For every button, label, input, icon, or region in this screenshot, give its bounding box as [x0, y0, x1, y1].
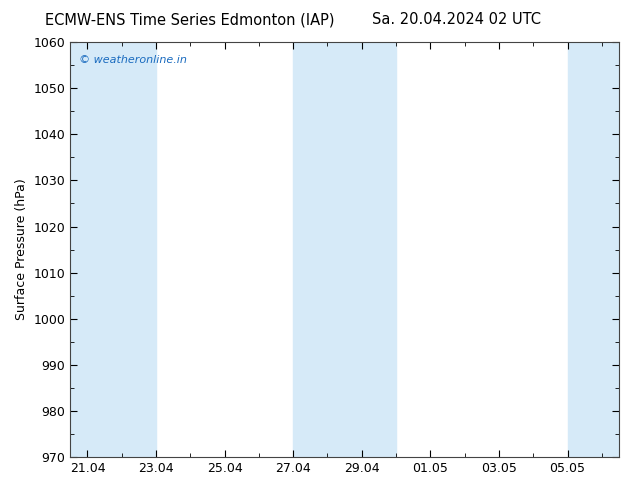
Bar [122, 42, 156, 457]
Bar [567, 42, 619, 457]
Text: © weatheronline.in: © weatheronline.in [79, 54, 186, 65]
Text: ECMW-ENS Time Series Edmonton (IAP): ECMW-ENS Time Series Edmonton (IAP) [46, 12, 335, 27]
Bar [70, 42, 122, 457]
Text: Sa. 20.04.2024 02 UTC: Sa. 20.04.2024 02 UTC [372, 12, 541, 27]
Bar [362, 42, 396, 457]
Bar [293, 42, 362, 457]
Y-axis label: Surface Pressure (hPa): Surface Pressure (hPa) [15, 179, 28, 320]
